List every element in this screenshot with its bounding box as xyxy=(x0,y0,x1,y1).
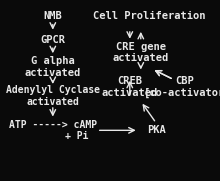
Text: Cell Proliferation: Cell Proliferation xyxy=(93,11,206,21)
Text: CBP
[co-activator: CBP [co-activator xyxy=(144,76,220,98)
Text: G alpha
activated: G alpha activated xyxy=(25,56,81,78)
Text: Adenylyl Cyclase
activated: Adenylyl Cyclase activated xyxy=(6,85,100,107)
Text: PKA: PKA xyxy=(147,125,166,135)
Text: CREB
activated: CREB activated xyxy=(102,76,158,98)
Text: CRE gene
activated: CRE gene activated xyxy=(113,42,169,63)
Text: NMB: NMB xyxy=(43,11,62,21)
Text: GPCR: GPCR xyxy=(40,35,65,45)
Text: ATP -----> cAMP
        + Pi: ATP -----> cAMP + Pi xyxy=(9,119,97,141)
